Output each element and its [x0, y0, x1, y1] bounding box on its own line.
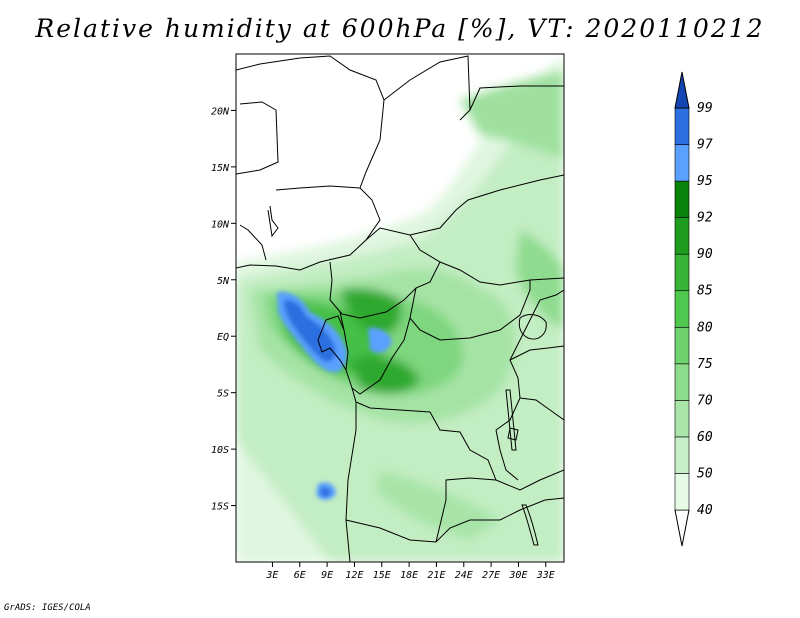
lon-tick-label: 6E — [294, 570, 306, 581]
humidity-field — [236, 54, 564, 562]
colorbar-segment — [674, 180, 690, 218]
colorbar-label: 70 — [697, 393, 713, 408]
colorbar-segment — [674, 436, 690, 474]
country-borders — [236, 55, 564, 562]
lon-tick-label: 3E — [265, 570, 278, 581]
colorbar: 40 50 60 70 75 80 85 90 92 95 97 99 — [674, 71, 713, 547]
colorbar-label: 40 — [697, 503, 713, 518]
colorbar-segment — [674, 144, 690, 182]
colorbar-segment — [674, 290, 690, 328]
lat-tick-label: 10N — [211, 219, 230, 230]
colorbar-label: 85 — [697, 284, 713, 299]
colorbar-label: 90 — [697, 247, 713, 262]
colorbar-label: 75 — [697, 357, 713, 372]
lat-tick-label: 5S — [217, 389, 229, 400]
lat-tick-label: 10S — [211, 445, 229, 456]
lon-tick-label: 33E — [536, 570, 555, 581]
colorbar-segment — [674, 400, 690, 438]
map-frame — [235, 53, 565, 563]
colorbar-high-extend — [674, 71, 690, 109]
colorbar-label: 95 — [697, 174, 713, 189]
colorbar-label: 60 — [697, 430, 713, 445]
colorbar-segment — [674, 363, 690, 401]
lon-tick-label: 27E — [482, 570, 500, 581]
lon-tick-label: 30E — [508, 570, 527, 581]
lon-tick-label: 9E — [321, 570, 333, 581]
colorbar-low-extend — [674, 509, 690, 547]
software-credit: GrADS: IGES/COLA — [4, 603, 91, 613]
colorbar-label: 92 — [697, 211, 713, 226]
lon-tick-label: 15E — [373, 570, 391, 581]
colorbar-segment — [674, 253, 690, 292]
colorbar-label: 50 — [697, 466, 713, 481]
chart-title: Relative humidity at 600hPa [%], VT: 202… — [35, 14, 765, 43]
latitude-axis: 20N 15N 10N 5N EQ 5S 10S 15S — [211, 106, 236, 513]
longitude-axis: 3E 6E 9E 12E 15E 18E 21E 24E 27E 30E 33E — [265, 562, 555, 581]
colorbar-segment — [674, 326, 690, 365]
lat-tick-label: 15S — [211, 502, 229, 513]
colorbar-label: 80 — [697, 320, 713, 335]
lat-tick-label: 5N — [217, 276, 230, 287]
lon-tick-label: 18E — [400, 570, 418, 581]
lon-tick-label: 12E — [345, 570, 363, 581]
colorbar-segment — [674, 107, 690, 145]
colorbar-label: 99 — [697, 101, 713, 116]
lon-tick-label: 24E — [455, 570, 473, 581]
lat-tick-label: EQ — [217, 332, 229, 343]
colorbar-segment — [674, 473, 690, 511]
lat-tick-label: 20N — [211, 106, 230, 117]
colorbar-label: 97 — [697, 138, 713, 153]
lon-tick-label: 21E — [427, 570, 445, 581]
lat-tick-label: 15N — [211, 163, 230, 174]
lakes-outline — [505, 314, 547, 546]
colorbar-segment — [674, 217, 690, 255]
